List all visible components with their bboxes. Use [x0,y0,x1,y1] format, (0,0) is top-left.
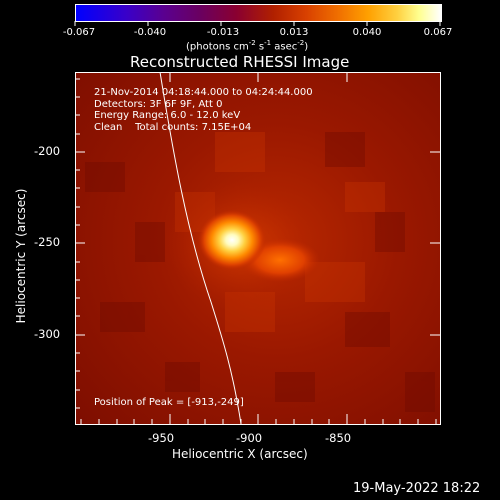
info-block: 21-Nov-2014 04:18:44.000 to 04:24:44.000… [94,87,313,133]
y-tick-label: -250 [34,235,61,249]
x-tick-label: -950 [148,431,175,445]
detectors-line: Detectors: 3F 6F 9F, Att 0 [94,98,223,110]
colorbar-unit-label: (photons cm-2 s-1 asec-2) [186,39,309,53]
y-tick-label: -200 [34,144,61,158]
rhessi-image [75,72,440,424]
x-axis-label: Heliocentric X (arcsec) [172,447,308,461]
colorbar-tick-label: 0.013 [279,27,309,38]
y-axis-label: Heliocentric Y (arcsec) [14,188,28,324]
colorbar-tick-label: -0.013 [206,27,240,38]
x-tick-label: -900 [236,431,263,445]
colorbar-tick-label: 0.040 [352,27,382,38]
colorbar-ticks [74,21,441,26]
timestamp: 19-May-2022 18:22 [353,481,481,496]
energy-range-line: Energy Range: 6.0 - 12.0 keV [94,110,241,121]
y-tick-label: -300 [34,327,61,341]
x-tick-label: -850 [325,431,352,445]
plot-title: Reconstructed RHESSI Image [130,53,350,71]
colorbar-tick-label: 0.067 [423,27,453,38]
colorbar-tick-label: -0.040 [133,27,167,38]
colorbar [75,4,442,22]
algorithm-counts-line: Clean Total counts: 7.15E+04 [94,121,252,133]
colorbar-tick-label: -0.067 [62,27,96,38]
time-range: 21-Nov-2014 04:18:44.000 to 04:24:44.000 [94,87,313,98]
peak-position: Position of Peak = [-913,-249] [94,397,244,408]
